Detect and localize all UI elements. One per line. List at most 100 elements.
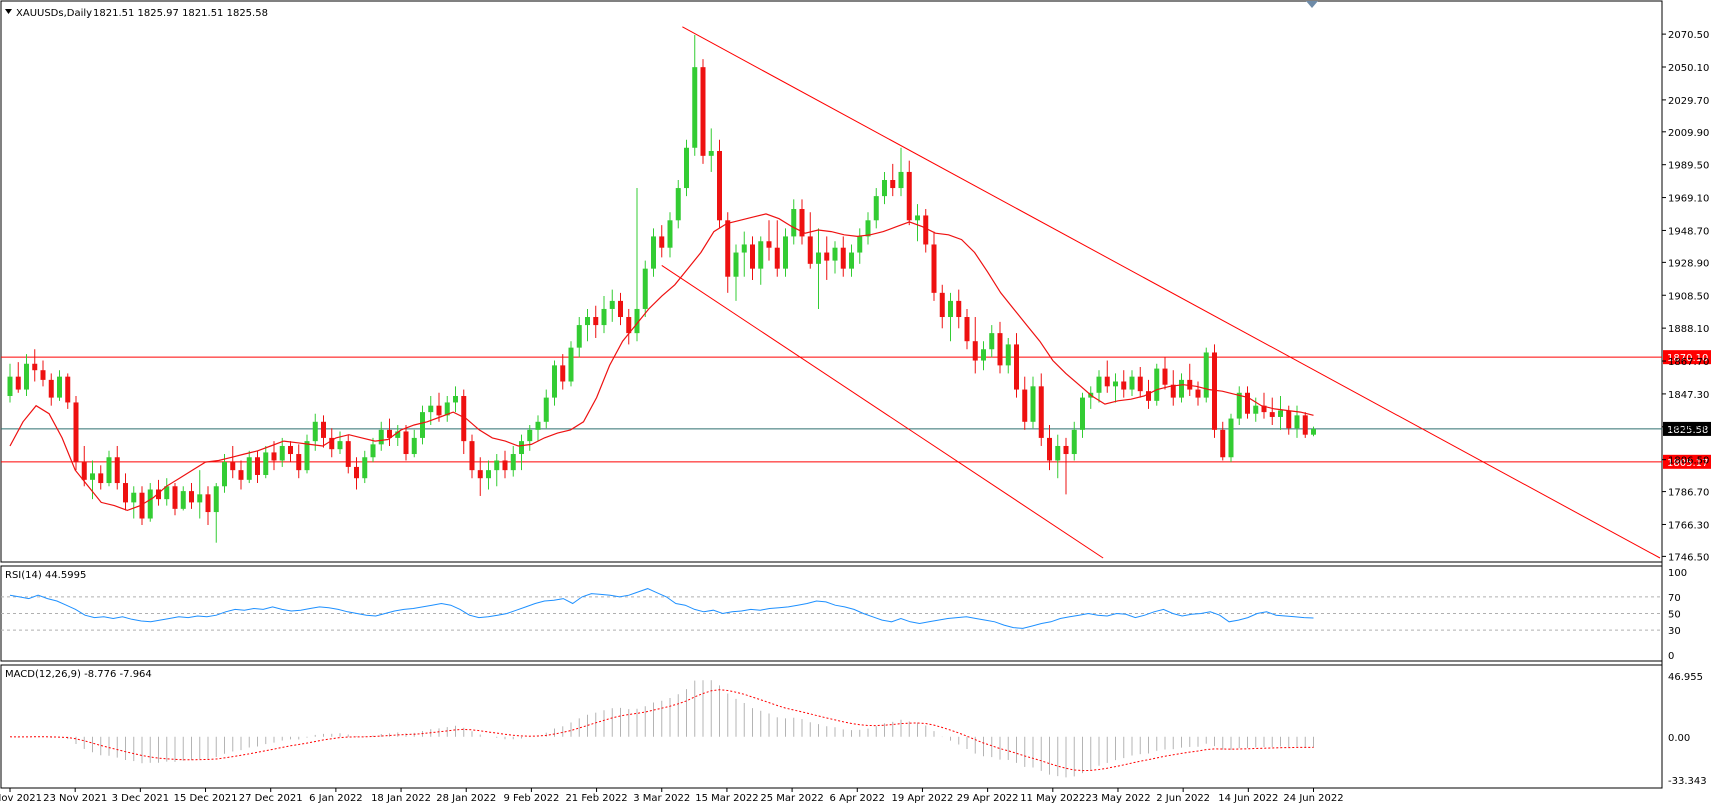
bearish-candle — [593, 317, 599, 326]
bullish-candle — [246, 457, 252, 480]
bearish-candle — [1162, 368, 1168, 385]
bullish-candle — [733, 252, 739, 277]
price-axis-label: 2050.10 — [1668, 63, 1709, 74]
bullish-candle — [634, 308, 640, 334]
bullish-candle — [741, 244, 747, 253]
bearish-candle — [114, 457, 120, 484]
bullish-candle — [1030, 386, 1036, 422]
bullish-candle — [1129, 376, 1135, 390]
bullish-candle — [453, 396, 458, 403]
bullish-candle — [147, 489, 153, 519]
date-axis-label: 6 Apr 2022 — [830, 793, 885, 803]
bullish-candle — [708, 150, 714, 156]
bearish-candle — [1220, 429, 1226, 458]
bearish-candle — [1022, 389, 1028, 422]
bearish-candle — [1137, 376, 1143, 392]
bearish-candle — [48, 379, 54, 398]
bullish-candle — [692, 67, 698, 148]
bullish-candle — [106, 457, 112, 484]
bullish-candle — [57, 376, 62, 398]
shift-marker-icon[interactable] — [1306, 1, 1318, 8]
bullish-candle — [1055, 445, 1061, 461]
date-axis-label: 9 Feb 2022 — [503, 793, 559, 803]
price-axis-label: 2070.50 — [1668, 30, 1709, 41]
bearish-candle — [32, 363, 38, 371]
bullish-candle — [395, 431, 401, 438]
bullish-candle — [816, 252, 821, 264]
bearish-candle — [1187, 379, 1193, 390]
bearish-candle — [1245, 392, 1250, 414]
bullish-candle — [1113, 381, 1118, 387]
bearish-candle — [172, 486, 178, 509]
bearish-candle — [725, 220, 731, 277]
bearish-candle — [271, 452, 277, 461]
date-axis-label: 15 Mar 2022 — [695, 793, 758, 803]
bearish-candle — [387, 429, 392, 438]
bearish-candle — [939, 292, 945, 318]
bearish-candle — [972, 341, 978, 361]
rsi-line — [9, 588, 1314, 629]
bullish-candle — [411, 437, 417, 455]
bullish-candle — [222, 462, 227, 487]
date-axis-label: 28 Jan 2022 — [436, 793, 496, 803]
bullish-candle — [1228, 418, 1234, 458]
bullish-candle — [651, 236, 656, 269]
rsi-axis-label: 0 — [1668, 651, 1674, 662]
bullish-candle — [576, 325, 582, 348]
bullish-candle — [312, 421, 318, 442]
bullish-candle — [7, 376, 13, 396]
bullish-candle — [519, 441, 524, 455]
price-axis-label: 1989.50 — [1668, 161, 1709, 172]
bearish-candle — [1104, 376, 1110, 387]
macd-axis-label: 46.955 — [1668, 672, 1703, 683]
bearish-candle — [40, 370, 46, 380]
bearish-candle — [288, 445, 293, 455]
bearish-candle — [469, 441, 475, 471]
bid-price-tag — [1663, 421, 1711, 436]
bearish-candle — [502, 460, 508, 471]
price-axis-label: 1746.50 — [1668, 552, 1709, 563]
bearish-candle — [1302, 415, 1308, 435]
bearish-candle — [1014, 344, 1019, 390]
bullish-candle — [1154, 368, 1160, 401]
rsi-axis-label: 50 — [1668, 610, 1681, 621]
bullish-candle — [783, 236, 788, 269]
bullish-candle — [552, 365, 557, 398]
level-price-tag — [1663, 350, 1711, 365]
bearish-candle — [123, 483, 128, 503]
lower-trend-line — [661, 265, 1104, 559]
date-axis-label: 23 Nov 2021 — [43, 793, 107, 803]
bearish-candle — [1047, 437, 1052, 461]
bullish-candle — [1179, 379, 1184, 398]
bearish-candle — [1146, 391, 1151, 401]
date-axis-label: 21 Feb 2022 — [565, 793, 627, 803]
bearish-candle — [1170, 384, 1176, 398]
bullish-candle — [873, 196, 879, 221]
bearish-candle — [824, 252, 830, 261]
bearish-candle — [255, 457, 260, 475]
bearish-candle — [1063, 445, 1069, 455]
bearish-candle — [296, 454, 302, 471]
price-axis-label: 1867.70 — [1668, 357, 1709, 368]
rsi-axis-label: 100 — [1668, 568, 1687, 579]
date-axis-label: 11 Nov 2021 — [0, 793, 42, 803]
bearish-candle — [461, 396, 467, 442]
date-axis-label: 15 Dec 2021 — [174, 793, 238, 803]
price-axis-label: 1847.30 — [1668, 390, 1709, 401]
bearish-candle — [238, 470, 244, 480]
bullish-candle — [1253, 405, 1259, 414]
macd-panel — [0, 664, 1663, 789]
chart-menu-triangle-icon[interactable] — [5, 9, 12, 14]
price-axis-label: 1888.10 — [1668, 324, 1709, 335]
price-axis-label: 1806.50 — [1668, 456, 1709, 467]
bullish-candle — [857, 236, 863, 253]
bullish-candle — [420, 412, 425, 438]
macd-axis-label: -33.343 — [1668, 776, 1707, 787]
bearish-candle — [906, 171, 912, 221]
bearish-candle — [139, 492, 145, 519]
bullish-candle — [989, 333, 995, 350]
bullish-candle — [378, 429, 384, 445]
bearish-candle — [774, 247, 780, 269]
bullish-candle — [568, 347, 574, 382]
